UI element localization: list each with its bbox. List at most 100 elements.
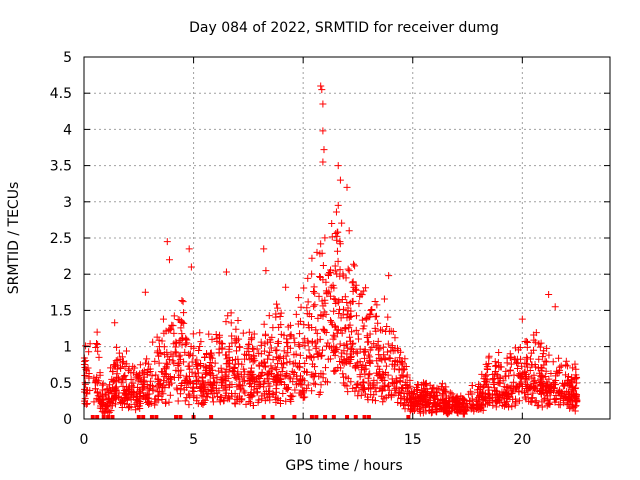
data-point (102, 405, 110, 413)
data-point (245, 397, 253, 405)
data-point (265, 312, 273, 320)
data-point (373, 379, 381, 387)
data-point (545, 351, 553, 359)
data-point (165, 256, 173, 264)
data-point (420, 395, 428, 403)
data-point (208, 387, 216, 395)
data-point (395, 366, 403, 374)
data-point (311, 339, 319, 347)
data-point (535, 369, 543, 377)
data-point (356, 292, 364, 300)
data-point (372, 327, 380, 335)
data-point (545, 399, 553, 407)
data-point (456, 401, 464, 409)
data-point (303, 304, 311, 312)
data-point (347, 356, 355, 364)
data-point (367, 381, 375, 389)
data-point (282, 371, 290, 379)
data-point (403, 371, 411, 379)
data-point (342, 373, 350, 381)
data-point (241, 389, 249, 397)
y-axis-title: SRMTID / TECUs (6, 182, 22, 295)
data-point (310, 379, 318, 387)
data-point (333, 247, 341, 255)
data-point (334, 162, 342, 170)
data-point (304, 381, 312, 389)
data-point (492, 403, 500, 411)
data-point (290, 351, 298, 359)
data-point (358, 316, 366, 324)
data-point (515, 382, 523, 390)
data-point (287, 397, 295, 405)
data-point (216, 331, 224, 339)
data-point (376, 365, 384, 373)
data-point (240, 377, 248, 385)
data-point (186, 392, 194, 400)
data-point (258, 368, 266, 376)
data-point (376, 326, 384, 334)
data-point (155, 359, 163, 367)
data-point (490, 384, 498, 392)
data-point (134, 397, 142, 405)
data-point (197, 362, 205, 370)
zero-marker (353, 415, 358, 419)
data-point (222, 268, 230, 276)
data-point (318, 86, 326, 94)
data-point (127, 403, 135, 411)
data-point (313, 329, 321, 337)
y-tick-label: 0.5 (50, 376, 72, 392)
data-point (571, 402, 579, 410)
data-point (272, 396, 280, 404)
data-point (359, 385, 367, 393)
data-point (301, 360, 309, 368)
data-point (247, 364, 255, 372)
data-point (310, 283, 318, 291)
data-point (293, 362, 301, 370)
data-point (543, 344, 551, 352)
data-point (209, 398, 217, 406)
data-point (276, 312, 284, 320)
zero-marker (149, 415, 154, 419)
data-point (129, 388, 137, 396)
data-point (399, 359, 407, 367)
data-point (93, 340, 101, 348)
data-point (159, 368, 167, 376)
data-point (103, 385, 111, 393)
data-point (153, 333, 161, 341)
data-point (345, 267, 353, 275)
data-point (96, 369, 104, 377)
data-point (300, 284, 308, 292)
data-point (551, 303, 559, 311)
data-point (401, 378, 409, 386)
data-point (513, 383, 521, 391)
data-point (555, 388, 563, 396)
data-point (280, 381, 288, 389)
data-point (162, 327, 170, 335)
data-point (303, 368, 311, 376)
data-point (160, 373, 168, 381)
data-point (225, 368, 233, 376)
data-point (99, 386, 107, 394)
zero-marker (309, 415, 314, 419)
data-point (111, 319, 119, 327)
data-point (516, 397, 524, 405)
zero-marker (136, 415, 141, 419)
data-point (170, 373, 178, 381)
data-point (372, 312, 380, 320)
data-point (282, 283, 290, 291)
data-point (139, 393, 147, 401)
data-point (119, 382, 127, 390)
data-point (83, 400, 91, 408)
data-point (143, 398, 151, 406)
data-point (510, 378, 518, 386)
data-point (331, 262, 339, 270)
data-point (227, 319, 235, 327)
data-point (393, 344, 401, 352)
data-point (374, 362, 382, 370)
data-point (212, 331, 220, 339)
data-point (521, 359, 529, 367)
zero-marker (90, 415, 95, 419)
data-point (362, 284, 370, 292)
data-point (343, 355, 351, 363)
data-point (521, 337, 529, 345)
